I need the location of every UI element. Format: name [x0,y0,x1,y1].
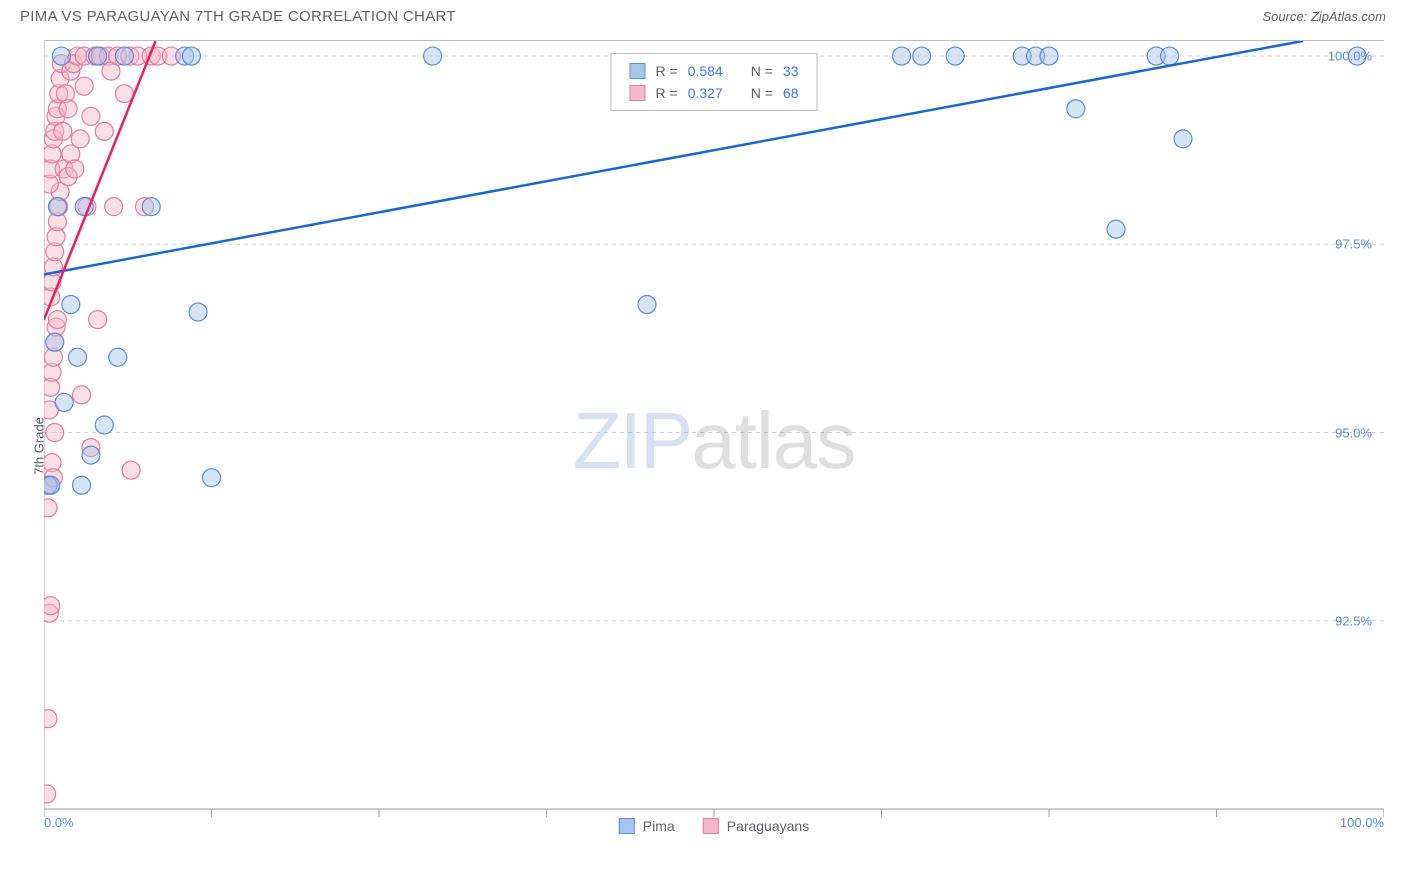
data-point [95,416,113,434]
n-value-pima: 33 [783,60,799,82]
data-point [1174,130,1192,148]
data-point [1161,47,1179,65]
chart-header: PIMA VS PARAGUAYAN 7TH GRADE CORRELATION… [0,0,1406,31]
correlation-legend: R = 0.584 N = 33 R = 0.327 N = 68 [611,53,818,111]
data-point [54,122,72,140]
data-point [638,296,656,314]
data-point [182,47,200,65]
data-point [82,446,100,464]
chart-area: ZIPatlas R = 0.584 N = 33 R = 0.327 N = … [44,40,1384,840]
data-point [73,386,91,404]
x-tick-label: 100.0% [1340,815,1384,830]
data-point [122,461,140,479]
data-point [1107,220,1125,238]
data-point [189,303,207,321]
data-point [946,47,964,65]
data-point [46,333,64,351]
data-point [66,160,84,178]
data-point [75,77,93,95]
series-legend: Pima Paraguayans [619,818,809,834]
data-point [115,47,133,65]
y-tick-label: 92.5% [1335,613,1372,628]
legend-swatch-paraguayans [630,85,646,101]
data-point [73,476,91,494]
data-point [44,785,56,803]
data-point [59,100,77,118]
data-point [44,476,60,494]
y-tick-label: 97.5% [1335,237,1372,252]
legend-swatch-icon [703,818,719,834]
legend-swatch-icon [619,818,635,834]
data-point [89,311,107,329]
legend-row-paraguayans: R = 0.327 N = 68 [630,82,799,104]
data-point [69,348,87,366]
data-point [424,47,442,65]
data-point [55,393,73,411]
data-point [71,130,89,148]
data-point [44,710,57,728]
y-tick-label: 95.0% [1335,425,1372,440]
data-point [142,198,160,216]
y-tick-label: 100.0% [1328,49,1372,64]
legend-item-paraguayans: Paraguayans [703,818,810,834]
n-value-paraguayans: 68 [783,82,799,104]
data-point [62,296,80,314]
data-point [109,348,127,366]
data-point [44,597,60,615]
legend-row-pima: R = 0.584 N = 33 [630,60,799,82]
data-point [105,198,123,216]
data-point [48,198,66,216]
chart-source: Source: ZipAtlas.com [1262,9,1386,24]
chart-title: PIMA VS PARAGUAYAN 7TH GRADE CORRELATION… [20,8,456,25]
data-point [52,47,70,65]
legend-item-pima: Pima [619,818,675,834]
r-value-pima: 0.584 [688,60,723,82]
data-point [893,47,911,65]
data-point [203,469,221,487]
data-point [44,499,57,517]
data-point [46,424,64,442]
data-point [95,122,113,140]
data-point [82,107,100,125]
data-point [89,47,107,65]
scatter-plot [44,41,1384,841]
data-point [1067,100,1085,118]
data-point [1040,47,1058,65]
x-tick-label: 0.0% [44,815,74,830]
data-point [913,47,931,65]
r-value-paraguayans: 0.327 [688,82,723,104]
legend-swatch-pima [630,63,646,79]
data-point [48,311,66,329]
